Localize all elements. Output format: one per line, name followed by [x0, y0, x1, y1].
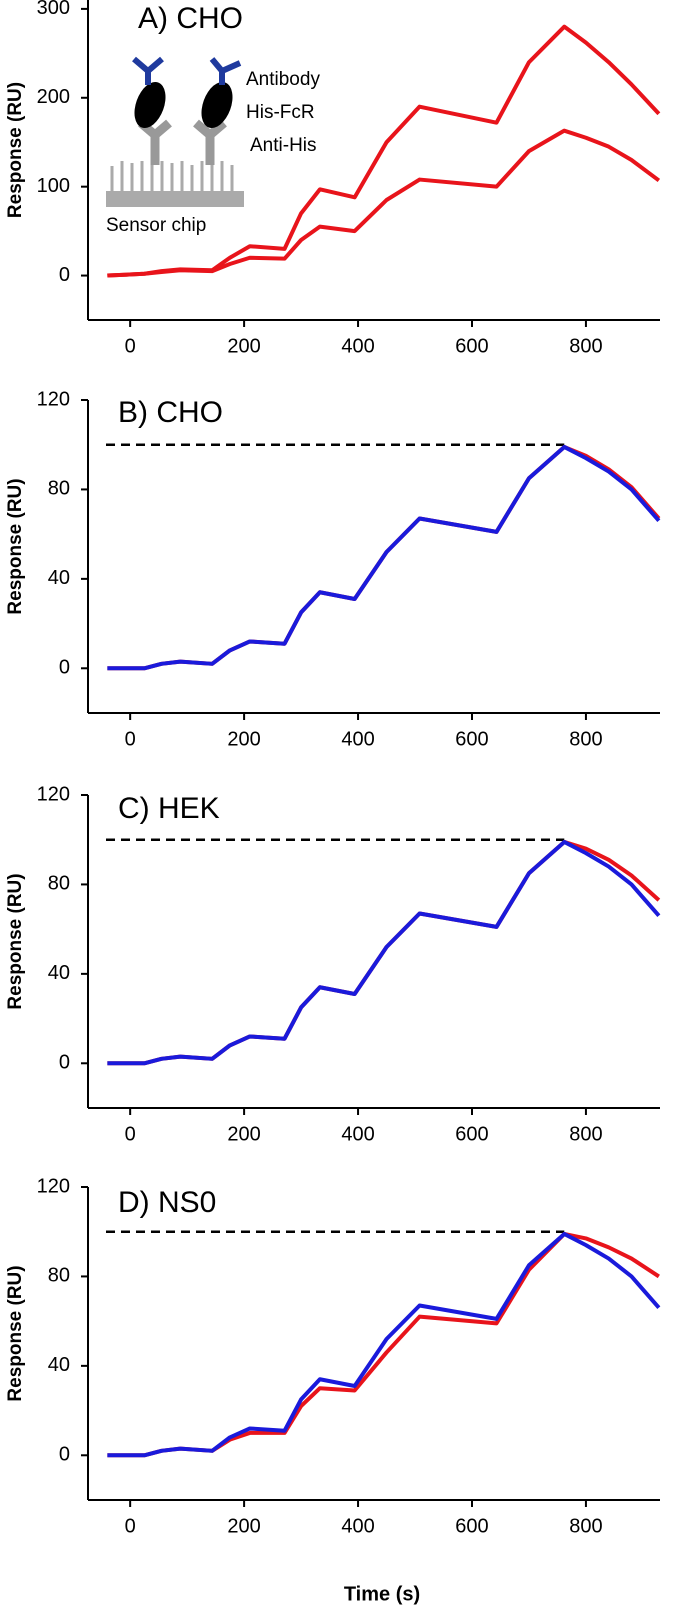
anti-his [193, 119, 227, 165]
panel-title: D) NS0 [118, 1186, 216, 1219]
x-tick-label: 400 [341, 335, 374, 357]
x-tick-label: 800 [569, 1515, 602, 1537]
y-tick-label: 40 [48, 962, 70, 984]
antibody [132, 56, 164, 85]
y-tick-label: 80 [48, 478, 70, 500]
his-fcr [134, 81, 166, 129]
y-tick-label: 120 [37, 783, 70, 805]
his-fcr [201, 81, 233, 129]
panel-title: A) CHO [138, 2, 243, 35]
y-tick-label: 0 [59, 1052, 70, 1074]
y-axis-label: Response (RU) [5, 82, 26, 218]
x-tick-label: 400 [341, 1123, 374, 1145]
x-tick-label: 600 [455, 1123, 488, 1145]
y-tick-label: 120 [37, 388, 70, 410]
x-axis-label: Time (s) [344, 1583, 420, 1605]
antibody [209, 57, 242, 85]
x-tick-label: 400 [341, 1515, 374, 1537]
y-tick-label: 300 [37, 0, 70, 19]
series-line [107, 128, 661, 278]
panel-title: C) HEK [118, 792, 220, 825]
series-line [107, 444, 661, 671]
x-tick-label: 200 [227, 728, 260, 750]
inset: Antibody His-FcR Anti-His Sensor chip [106, 56, 320, 236]
x-tick-label: 600 [455, 728, 488, 750]
series-line [107, 839, 661, 1066]
sensor-chip [106, 191, 244, 207]
anti-his [138, 119, 172, 165]
x-tick-label: 0 [125, 1123, 136, 1145]
inset-label: Antibody [246, 69, 320, 90]
inset-label: Sensor chip [106, 215, 206, 236]
series-line [107, 24, 661, 278]
x-tick-label: 800 [569, 335, 602, 357]
y-tick-label: 40 [48, 1354, 70, 1376]
y-tick-label: 120 [37, 1175, 70, 1197]
x-tick-label: 400 [341, 728, 374, 750]
anti-his-linkers [110, 161, 234, 191]
x-tick-label: 200 [227, 1515, 260, 1537]
panel-title: B) CHO [118, 396, 223, 429]
y-tick-label: 0 [59, 264, 70, 286]
x-tick-label: 800 [569, 728, 602, 750]
y-axis-label: Response (RU) [5, 873, 26, 1009]
y-axis-label: Response (RU) [5, 1265, 26, 1401]
y-tick-label: 100 [37, 175, 70, 197]
y-tick-label: 0 [59, 657, 70, 679]
inset-label: Anti-His [250, 135, 317, 156]
x-tick-label: 0 [125, 335, 136, 357]
y-tick-label: 40 [48, 567, 70, 589]
y-tick-label: 200 [37, 86, 70, 108]
x-tick-label: 0 [125, 1515, 136, 1537]
y-axis-label: Response (RU) [5, 478, 26, 614]
series-line [107, 1231, 661, 1458]
x-tick-label: 200 [227, 335, 260, 357]
y-tick-label: 0 [59, 1444, 70, 1466]
x-tick-label: 600 [455, 1515, 488, 1537]
x-tick-label: 200 [227, 1123, 260, 1145]
y-tick-label: 80 [48, 1265, 70, 1287]
inset-label: His-FcR [246, 102, 315, 123]
y-tick-label: 80 [48, 873, 70, 895]
x-tick-label: 0 [125, 728, 136, 750]
x-tick-label: 600 [455, 335, 488, 357]
x-tick-label: 800 [569, 1123, 602, 1145]
